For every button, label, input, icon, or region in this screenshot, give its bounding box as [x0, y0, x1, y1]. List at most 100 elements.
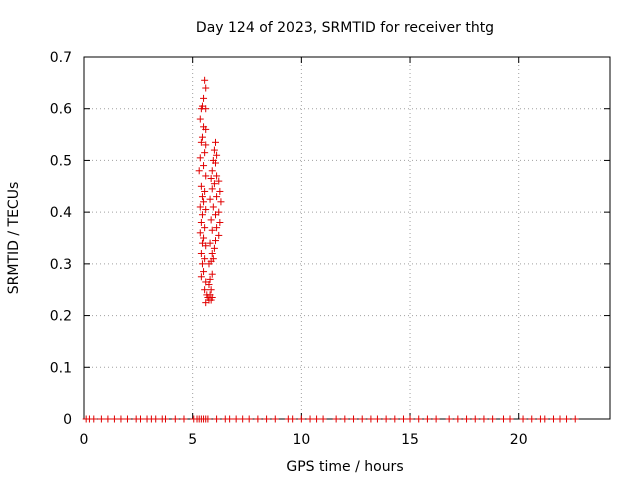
data-point [201, 255, 209, 263]
data-point [358, 415, 366, 423]
data-point [197, 273, 205, 281]
data-point [212, 159, 219, 167]
data-point [210, 146, 218, 154]
data-point [202, 141, 210, 149]
data-point [432, 415, 440, 423]
data-point [202, 299, 210, 307]
gridlines [84, 57, 610, 419]
chart-title: Day 124 of 2023, SRMTID for receiver tht… [196, 20, 494, 36]
data-point [117, 415, 125, 423]
axis-ticks: 0 0.1 0.2 0.3 0.4 0.5 0.6 0.7 0 5 10 15 20 [50, 50, 610, 448]
data-point [202, 105, 210, 113]
data-point [571, 415, 579, 423]
data-point [206, 275, 214, 283]
data-point [226, 415, 234, 423]
data-point [202, 84, 210, 92]
y-tick-label: 0 [63, 412, 72, 428]
x-tick-label: 20 [510, 432, 528, 448]
data-point [313, 415, 321, 423]
data-point [196, 115, 204, 123]
data-point [480, 415, 488, 423]
data-point [200, 162, 208, 170]
data-point [110, 415, 118, 423]
data-point [197, 182, 205, 190]
data-point [528, 415, 536, 423]
data-point [207, 216, 215, 224]
data-point [97, 415, 105, 423]
data-point [198, 193, 206, 201]
data-point [289, 415, 297, 423]
data-point [549, 415, 557, 423]
data-point [215, 177, 223, 185]
data-point [198, 260, 206, 268]
data-point [200, 234, 208, 242]
data-point [206, 239, 214, 247]
data-point [200, 198, 208, 206]
data-point [245, 415, 253, 423]
data-point [207, 296, 215, 304]
data-points [82, 76, 579, 423]
data-point [239, 415, 247, 423]
data-point [208, 270, 216, 278]
data-point [104, 415, 112, 423]
data-point [200, 94, 208, 102]
data-point [208, 250, 216, 258]
data-point [350, 415, 358, 423]
data-point [202, 172, 210, 180]
data-point [196, 229, 204, 237]
data-point [197, 138, 205, 146]
data-point [201, 149, 209, 157]
data-point [123, 415, 131, 423]
data-point [271, 415, 279, 423]
data-point [254, 415, 262, 423]
data-point [489, 415, 497, 423]
data-point [201, 224, 209, 232]
y-tick-label: 0.2 [50, 309, 72, 325]
x-axis-label: GPS time / hours [286, 459, 403, 475]
data-point [205, 260, 213, 268]
data-point [209, 203, 217, 211]
data-point [217, 198, 225, 206]
data-point [212, 237, 219, 245]
data-point [367, 415, 375, 423]
data-point [90, 415, 98, 423]
data-point [382, 415, 390, 423]
data-point [195, 167, 203, 175]
data-point [415, 415, 423, 423]
data-point [204, 415, 212, 423]
data-point [205, 281, 213, 289]
data-point [373, 415, 381, 423]
x-tick-label: 0 [80, 432, 89, 448]
data-point [171, 415, 179, 423]
data-point [213, 172, 221, 180]
data-point [196, 154, 204, 162]
x-tick-label: 5 [188, 432, 197, 448]
data-point [341, 415, 349, 423]
data-point [406, 415, 414, 423]
data-point [212, 211, 219, 219]
y-tick-label: 0.5 [50, 153, 72, 169]
data-point [332, 415, 340, 423]
data-point [213, 193, 221, 201]
data-point [208, 226, 216, 234]
data-point [319, 415, 327, 423]
data-point [212, 138, 219, 146]
y-tick-label: 0.6 [50, 102, 72, 118]
data-point [263, 415, 271, 423]
data-point [202, 206, 210, 214]
data-point [201, 76, 209, 84]
data-point [297, 415, 305, 423]
data-point [207, 175, 215, 183]
plot-border [83, 56, 611, 420]
data-point [201, 187, 209, 195]
data-point [391, 415, 399, 423]
x-tick-label: 10 [292, 432, 310, 448]
data-point [180, 415, 188, 423]
data-point [216, 218, 224, 226]
data-point [454, 415, 462, 423]
data-point [213, 415, 221, 423]
data-point [210, 244, 218, 252]
data-point [198, 211, 206, 219]
y-tick-label: 0.7 [50, 50, 72, 66]
data-point [232, 415, 240, 423]
